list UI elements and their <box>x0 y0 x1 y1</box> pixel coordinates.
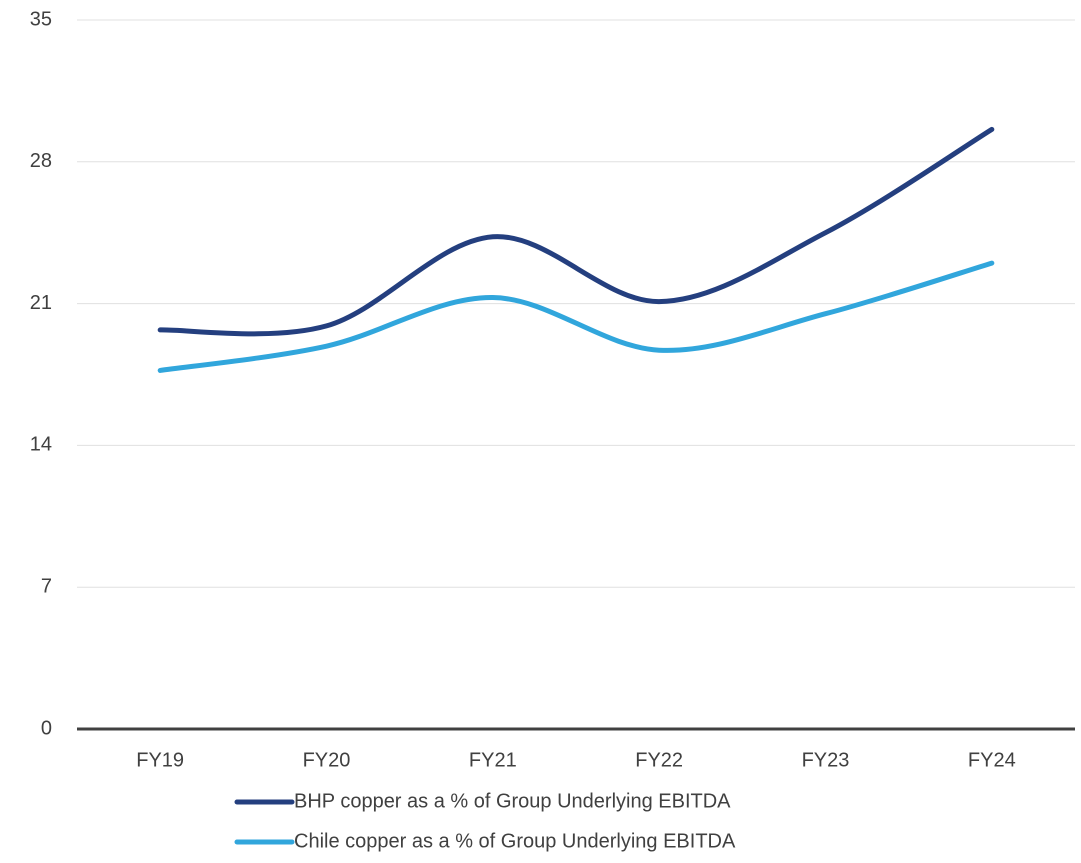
x-tick-label: FY20 <box>303 749 351 771</box>
y-tick-label: 28 <box>30 150 52 172</box>
x-tick-label: FY21 <box>469 749 517 771</box>
x-tick-label: FY23 <box>802 749 850 771</box>
x-tick-label: FY19 <box>136 749 184 771</box>
legend-label: BHP copper as a % of Group Underlying EB… <box>294 790 731 812</box>
legend-label: Chile copper as a % of Group Underlying … <box>294 830 736 852</box>
x-tick-label: FY22 <box>635 749 683 771</box>
y-tick-label: 7 <box>41 575 52 597</box>
x-tick-label: FY24 <box>968 749 1016 771</box>
y-tick-label: 14 <box>30 434 52 456</box>
y-tick-label: 35 <box>30 8 52 30</box>
series-line <box>157 260 995 373</box>
y-tick-label: 21 <box>30 292 52 314</box>
series-line <box>157 126 995 337</box>
y-tick-label: 0 <box>41 717 52 739</box>
